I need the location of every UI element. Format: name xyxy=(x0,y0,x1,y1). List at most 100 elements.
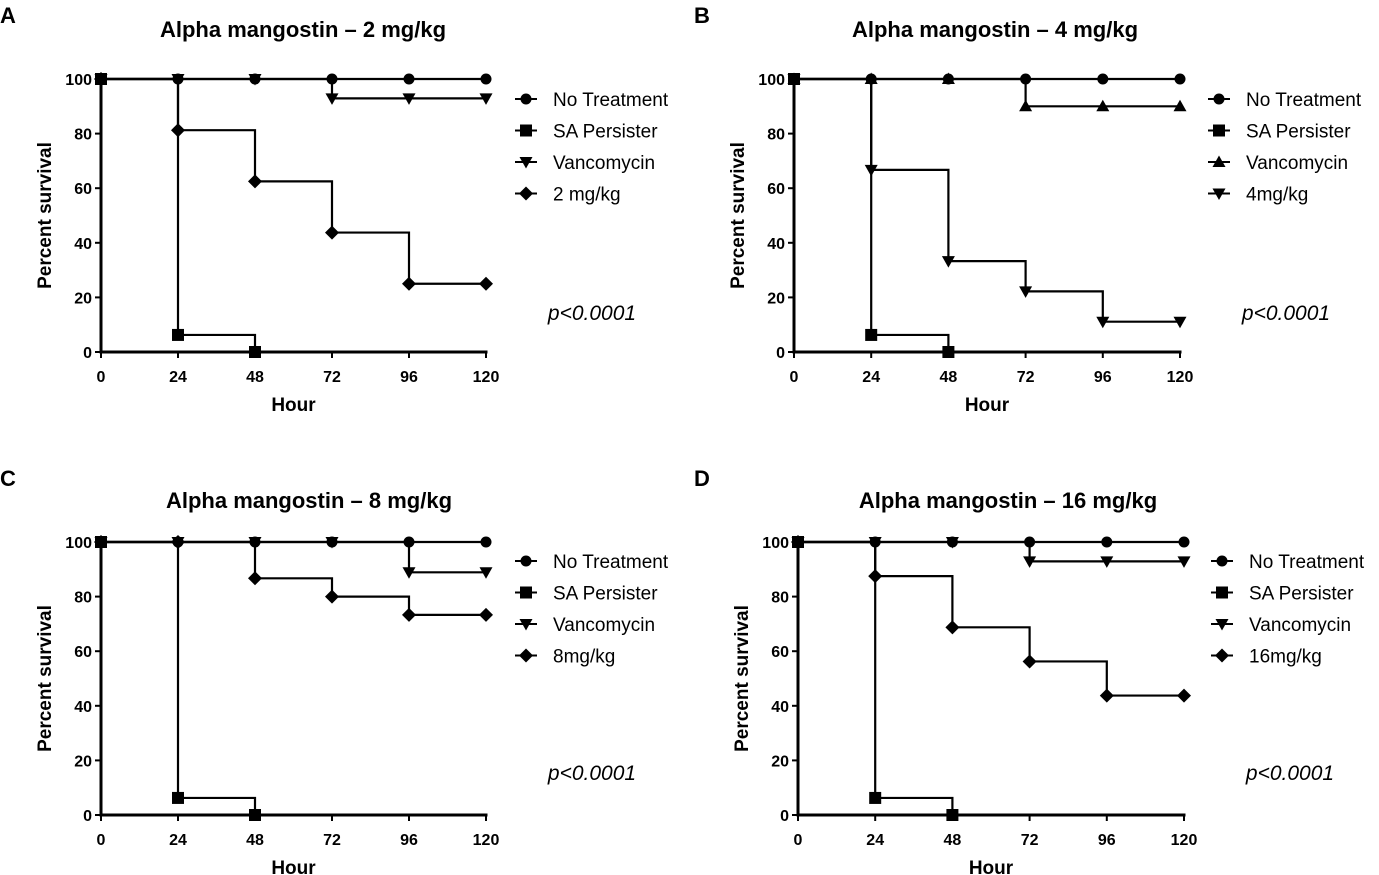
data-point xyxy=(94,535,108,549)
data-point xyxy=(791,535,805,549)
y-tick-label: 0 xyxy=(776,345,785,362)
data-point xyxy=(248,74,262,86)
data-point xyxy=(1099,688,1114,703)
y-tick-label: 20 xyxy=(767,290,785,307)
data-point xyxy=(1173,316,1187,329)
legend: No Treatment SA Persister Vancomycin 16mg/k… xyxy=(1211,552,1365,668)
survival-step-line xyxy=(798,540,1184,563)
legend-marker xyxy=(520,555,532,567)
panel-label: D xyxy=(694,466,710,491)
survival-step-line xyxy=(798,540,1184,697)
data-point xyxy=(325,93,339,105)
chart-panel-b: B Alpha mangostin – 4 mg/kg 0 20 40 60 80 100 0 2… xyxy=(694,3,1362,416)
chart-title: Alpha mangostin – 8 mg/kg xyxy=(166,488,452,513)
legend-label: SA Persister xyxy=(1246,122,1351,143)
legend-marker xyxy=(1213,93,1225,105)
data-point xyxy=(1022,654,1037,669)
x-tick-label: 0 xyxy=(794,832,803,849)
legend-marker xyxy=(520,586,532,599)
data-point xyxy=(1019,99,1033,112)
data-point xyxy=(479,567,493,579)
x-tick-label: 72 xyxy=(323,832,341,849)
legend: No Treatment SA Persister Vancomycin 4mg/kg xyxy=(1208,90,1362,206)
y-tick-label: 80 xyxy=(771,590,789,607)
chart-panel-a: A Alpha mangostin – 2 mg/kg 0 20 40 60 80 100 0 2… xyxy=(0,3,669,416)
series-8mg-kg xyxy=(94,535,493,622)
x-tick-label: 48 xyxy=(246,832,264,849)
data-point xyxy=(172,791,184,804)
y-tick-label: 100 xyxy=(758,72,785,89)
legend-marker xyxy=(1212,155,1226,167)
x-axis-label: Hour xyxy=(271,858,316,875)
panel-label: A xyxy=(0,3,16,28)
p-value-annotation: p<0.0001 xyxy=(547,762,636,785)
data-point xyxy=(479,276,493,291)
chart-title: Alpha mangostin – 2 mg/kg xyxy=(160,17,446,42)
legend-marker xyxy=(1216,555,1228,567)
legend-marker xyxy=(1213,124,1225,137)
x-tick-label: 120 xyxy=(1167,369,1194,386)
p-value-annotation: p<0.0001 xyxy=(547,302,636,325)
series-4mg-kg xyxy=(787,74,1187,329)
y-tick-label: 60 xyxy=(771,644,789,661)
x-tick-label: 24 xyxy=(866,832,884,849)
x-axis-label: Hour xyxy=(271,395,316,416)
data-point xyxy=(94,72,108,86)
data-point xyxy=(1173,99,1187,112)
legend-marker xyxy=(520,124,532,137)
survival-step-line xyxy=(794,77,1180,323)
data-point xyxy=(787,74,801,86)
y-tick-label: 100 xyxy=(65,535,92,552)
x-tick-label: 120 xyxy=(1171,832,1198,849)
x-axis-label: Hour xyxy=(965,395,1010,416)
legend-marker xyxy=(519,186,533,201)
x-tick-label: 72 xyxy=(323,369,341,386)
data-point xyxy=(945,537,959,549)
data-point xyxy=(864,164,878,177)
data-point xyxy=(941,256,955,268)
legend: No Treatment SA Persister Vancomycin 8mg/kg xyxy=(515,552,669,668)
y-tick-label: 0 xyxy=(83,345,92,362)
x-tick-label: 96 xyxy=(400,369,418,386)
data-point xyxy=(479,93,493,105)
x-tick-label: 48 xyxy=(944,832,962,849)
series-sa-persister xyxy=(95,536,261,821)
data-point xyxy=(941,72,955,84)
legend-marker xyxy=(1215,619,1229,631)
data-point xyxy=(1096,99,1110,112)
legend-label: Vancomycin xyxy=(553,153,655,174)
data-point xyxy=(172,328,184,341)
x-tick-label: 24 xyxy=(169,832,187,849)
data-point xyxy=(480,536,492,548)
legend-label: SA Persister xyxy=(553,122,658,143)
legend-marker xyxy=(1216,586,1228,599)
chart-panel-c: C Alpha mangostin – 8 mg/kg 0 20 40 60 80 100 0 2… xyxy=(0,466,669,875)
x-tick-label: 24 xyxy=(862,369,880,386)
legend-label: 4mg/kg xyxy=(1246,185,1308,206)
legend-marker xyxy=(1215,648,1229,663)
data-point xyxy=(1019,286,1033,298)
legend-label: SA Persister xyxy=(1249,584,1354,605)
data-point xyxy=(325,589,339,604)
legend-marker xyxy=(520,93,532,105)
x-tick-label: 72 xyxy=(1017,369,1035,386)
x-tick-label: 0 xyxy=(97,832,106,849)
y-tick-label: 20 xyxy=(771,753,789,770)
series-2-mg-kg xyxy=(94,72,493,291)
x-tick-label: 48 xyxy=(940,369,958,386)
x-tick-label: 0 xyxy=(97,369,106,386)
data-point xyxy=(403,73,415,85)
x-tick-label: 96 xyxy=(400,832,418,849)
legend-label: 2 mg/kg xyxy=(553,185,621,206)
data-point xyxy=(945,620,960,635)
data-point xyxy=(248,174,262,189)
y-tick-label: 80 xyxy=(74,127,92,144)
y-tick-label: 40 xyxy=(74,699,92,716)
data-point xyxy=(946,809,959,821)
x-tick-label: 0 xyxy=(790,369,799,386)
data-point xyxy=(402,93,416,105)
legend-label: No Treatment xyxy=(1249,552,1365,573)
data-point xyxy=(1023,556,1037,568)
legend-label: SA Persister xyxy=(553,584,658,605)
data-point xyxy=(402,276,416,291)
